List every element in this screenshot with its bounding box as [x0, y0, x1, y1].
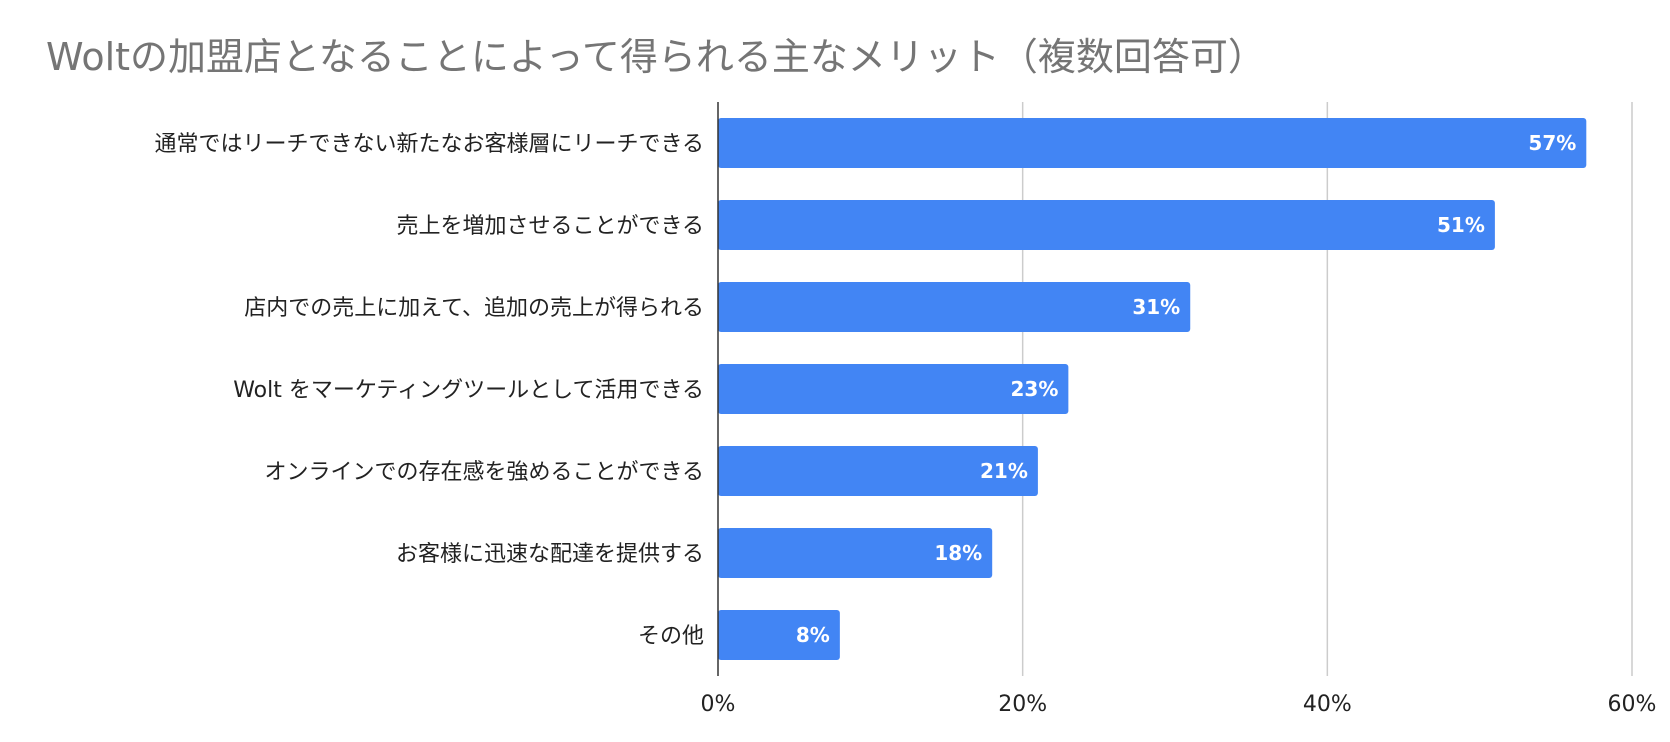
- category-label: その他: [638, 624, 704, 649]
- data-label: 23%: [1010, 377, 1058, 401]
- category-label: 通常ではリーチできない新たなお客様層にリーチできる: [154, 132, 704, 157]
- data-label: 21%: [980, 459, 1028, 483]
- chart-title: Woltの加盟店となることによって得られる主なメリット（複数回答可）: [46, 35, 1266, 79]
- x-axis-ticks: 0% 20% 40% 60%: [701, 692, 1657, 717]
- bars: 57% 51% 31% 23% 21% 18% 8%: [718, 118, 1587, 660]
- x-tick-label: 60%: [1608, 692, 1657, 717]
- x-tick-label: 40%: [1303, 692, 1352, 717]
- x-tick-label: 20%: [998, 692, 1047, 717]
- bar: [718, 528, 993, 578]
- bar: [718, 200, 1495, 250]
- data-label: 18%: [934, 541, 982, 565]
- category-labels: 通常ではリーチできない新たなお客様層にリーチできる売上を増加させることができる店…: [154, 132, 704, 649]
- data-label: 51%: [1437, 213, 1485, 237]
- bar: [718, 118, 1587, 168]
- category-label: 店内での売上に加えて、追加の売上が得られる: [244, 296, 704, 321]
- category-label: 売上を増加させることができる: [396, 214, 704, 239]
- data-label: 8%: [796, 623, 830, 647]
- data-label: 57%: [1528, 131, 1576, 155]
- gridlines: [1021, 102, 1633, 676]
- bar: [718, 610, 840, 660]
- category-label: お客様に迅速な配達を提供する: [396, 542, 704, 567]
- bar: [718, 446, 1038, 496]
- bar: [718, 364, 1069, 414]
- category-label: オンラインでの存在感を強めることができる: [264, 460, 704, 485]
- category-label: Wolt をマーケティングツールとして活用できる: [233, 378, 704, 403]
- data-label: 31%: [1132, 295, 1180, 319]
- x-tick-label: 0%: [701, 692, 736, 717]
- bar: [718, 282, 1191, 332]
